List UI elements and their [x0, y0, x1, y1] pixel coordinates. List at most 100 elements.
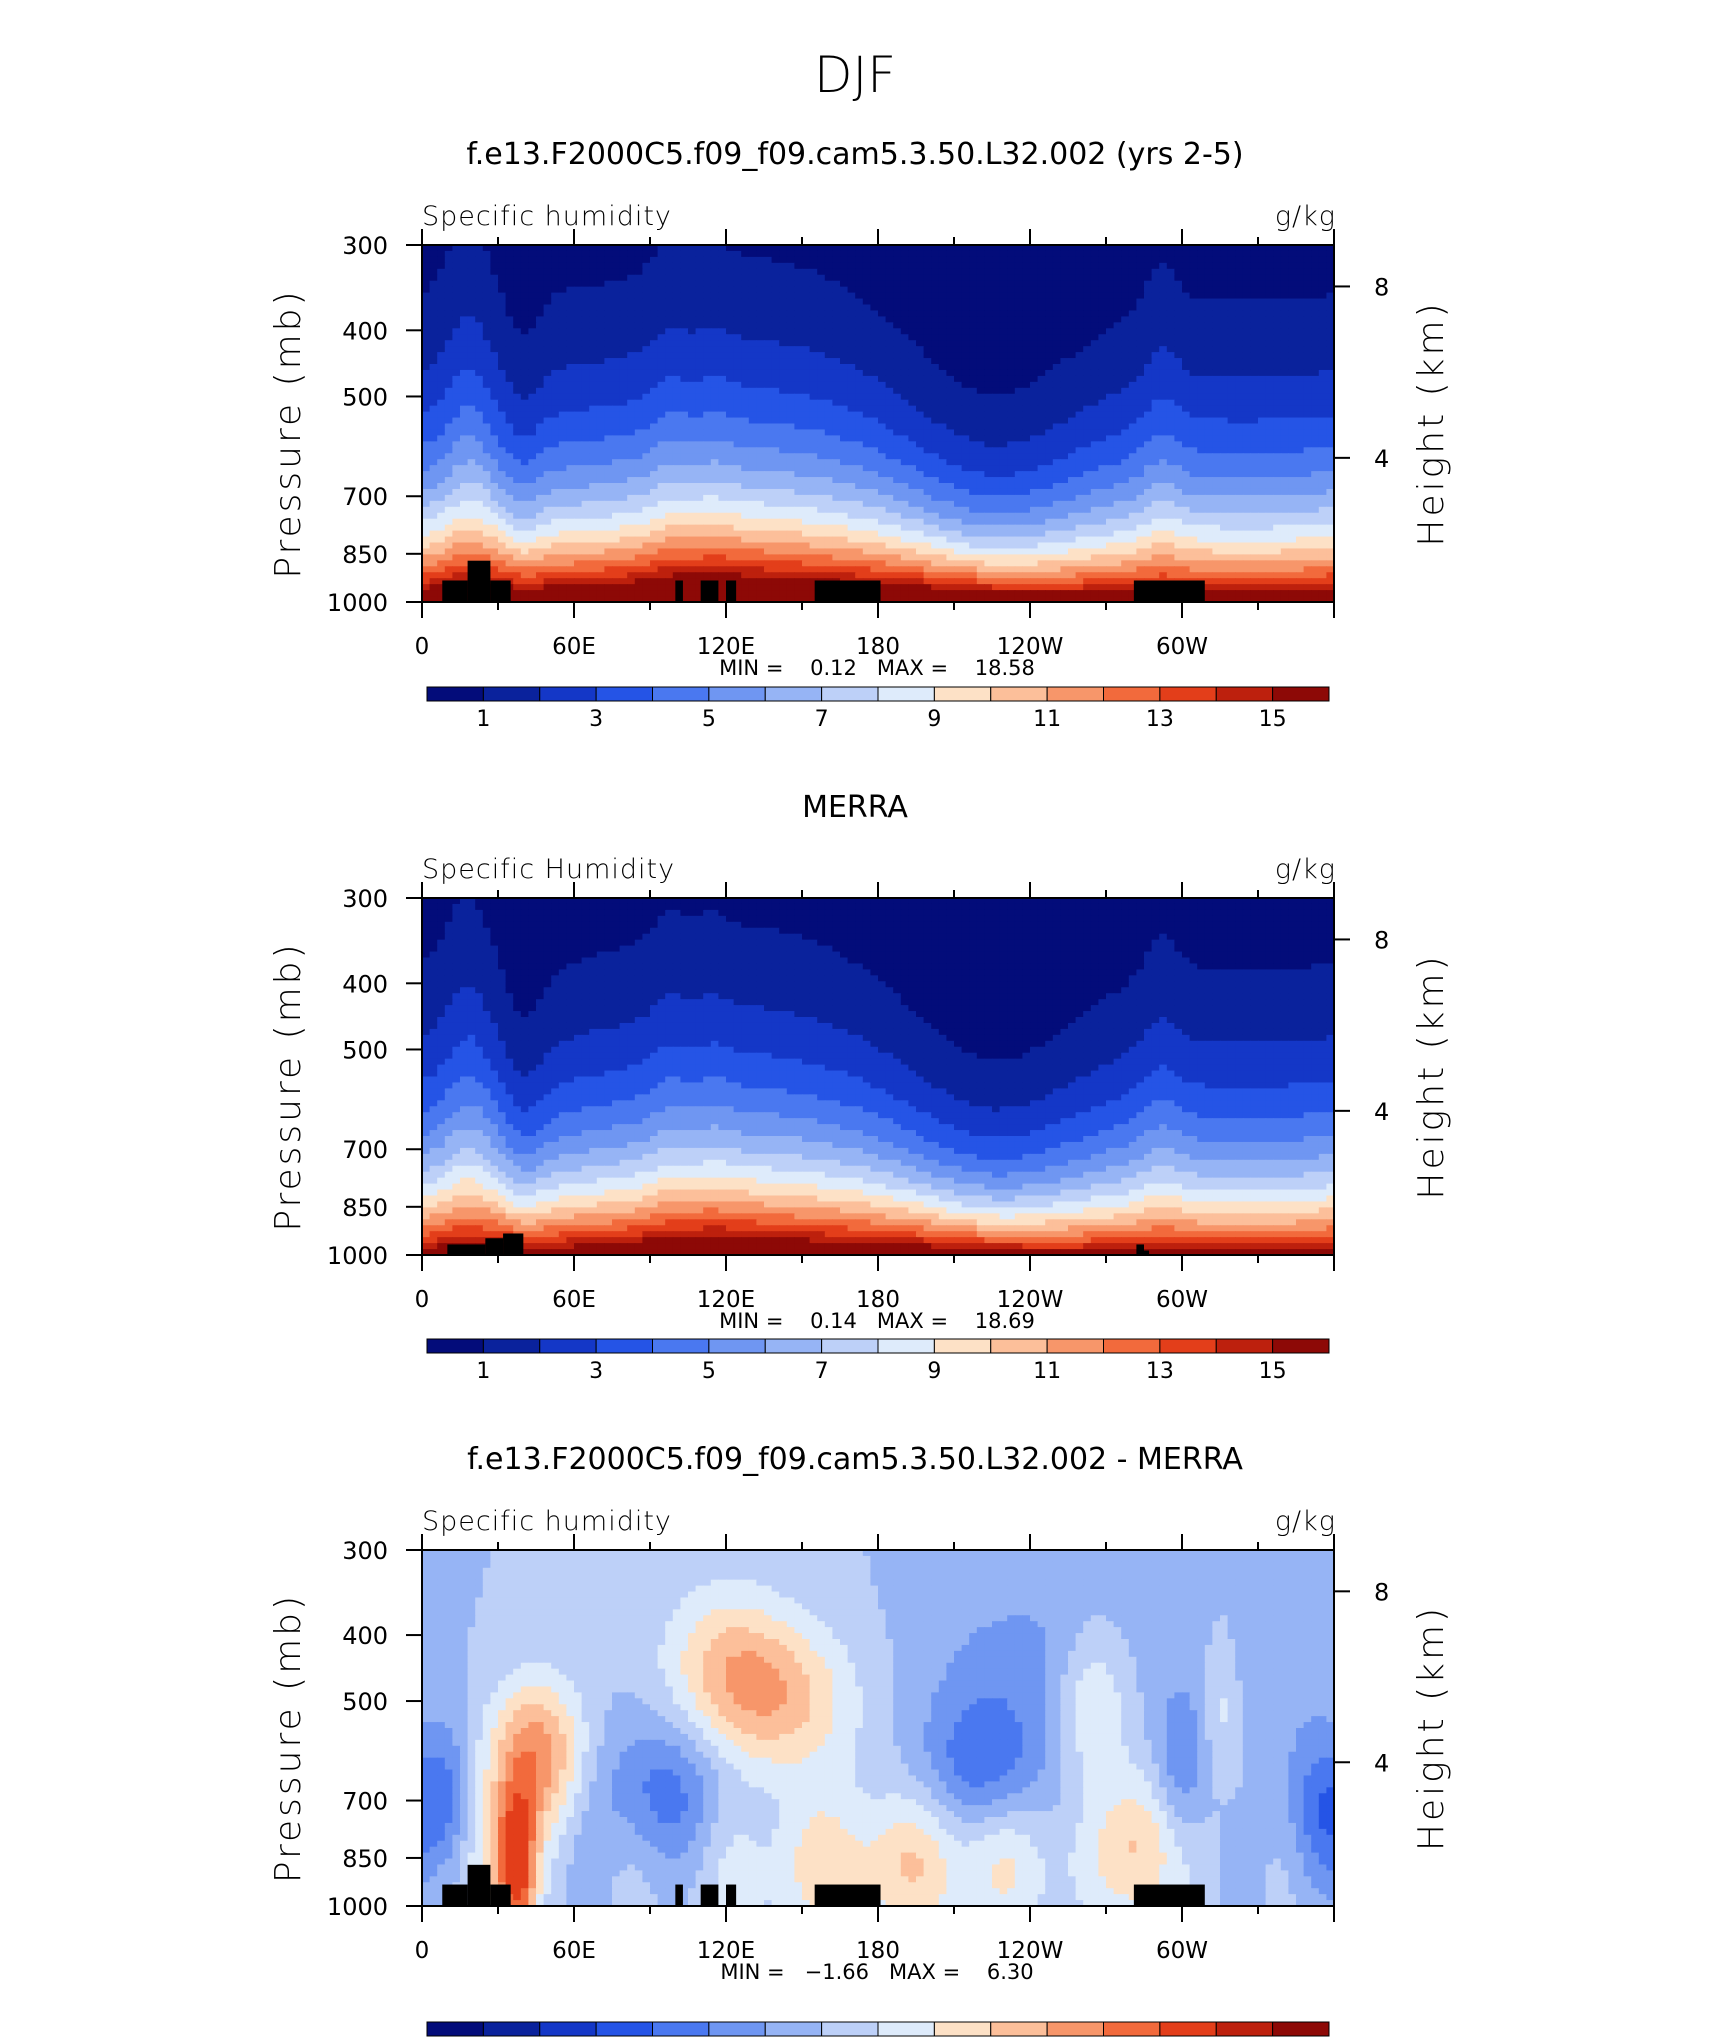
- field-cell: [900, 286, 909, 294]
- field-cell: [1090, 429, 1099, 436]
- field-cell: [460, 298, 469, 306]
- field-cell: [437, 352, 446, 359]
- field-cell: [870, 310, 879, 317]
- field-cell: [1318, 369, 1327, 377]
- field-cell: [900, 423, 909, 431]
- field-cell: [1303, 334, 1312, 341]
- field-cell: [1288, 274, 1297, 282]
- field-cell: [1326, 417, 1335, 425]
- field-cell: [855, 411, 864, 419]
- field-cell: [718, 477, 727, 484]
- field-cell: [1189, 435, 1198, 442]
- field-cell: [444, 375, 453, 383]
- field-cell: [1128, 459, 1137, 466]
- field-cell: [1280, 387, 1289, 395]
- field-cell: [786, 304, 795, 312]
- field-cell: [1189, 453, 1198, 460]
- field-cell: [961, 340, 970, 347]
- field-cell: [1052, 340, 1061, 347]
- field-cell: [460, 280, 469, 288]
- field-cell: [680, 310, 689, 317]
- field-cell: [444, 250, 453, 258]
- field-cell: [984, 375, 993, 383]
- field-cell: [1250, 483, 1259, 490]
- field-cell: [422, 471, 431, 478]
- field-cell: [885, 465, 894, 472]
- field-cell: [1303, 483, 1312, 490]
- field-cell: [984, 399, 993, 407]
- field-cell: [581, 292, 590, 300]
- field-cell: [771, 274, 780, 282]
- field-cell: [1273, 465, 1282, 472]
- field-cell: [931, 304, 940, 312]
- field-cell: [908, 429, 917, 436]
- field-cell: [1128, 310, 1137, 317]
- field-cell: [612, 316, 621, 323]
- field-cell: [1128, 471, 1137, 478]
- field-cell: [452, 298, 461, 306]
- field-cell: [1060, 375, 1069, 383]
- field-cell: [1030, 381, 1039, 389]
- field-cell: [847, 447, 856, 454]
- field-cell: [855, 364, 864, 371]
- field-cell: [916, 304, 925, 312]
- field-cell: [467, 375, 476, 383]
- field-cell: [1250, 245, 1259, 252]
- field-cell: [741, 268, 750, 276]
- field-cell: [878, 387, 887, 395]
- field-cell: [710, 488, 719, 496]
- field-cell: [794, 298, 803, 306]
- field-cell: [634, 435, 643, 442]
- field-cell: [1235, 298, 1244, 306]
- field-cell: [847, 411, 856, 419]
- field-cell: [1052, 453, 1061, 460]
- field-cell: [543, 477, 552, 484]
- field-cell: [1121, 245, 1130, 252]
- field-cell: [1136, 268, 1145, 276]
- field-cell: [832, 274, 841, 282]
- field-cell: [824, 387, 833, 395]
- field-cell: [688, 250, 697, 258]
- field-cell: [498, 346, 507, 353]
- field-cell: [923, 459, 932, 466]
- field-cell: [1242, 358, 1251, 365]
- field-cell: [1212, 352, 1221, 359]
- field-cell: [1235, 477, 1244, 484]
- field-cell: [946, 375, 955, 383]
- field-cell: [710, 346, 719, 353]
- field-cell: [650, 340, 659, 347]
- field-cell: [1022, 399, 1031, 407]
- field-cell: [916, 334, 925, 341]
- field-cell: [1090, 346, 1099, 353]
- field-cell: [733, 304, 742, 312]
- field-cell: [802, 256, 811, 264]
- field-cell: [1318, 483, 1327, 490]
- field-cell: [1151, 477, 1160, 484]
- field-cell: [520, 286, 529, 294]
- field-cell: [634, 405, 643, 413]
- field-cell: [756, 340, 765, 347]
- field-cell: [1265, 262, 1274, 270]
- field-cell: [680, 381, 689, 389]
- field-cell: [779, 405, 788, 413]
- field-cell: [954, 334, 963, 341]
- field-cell: [824, 441, 833, 448]
- field-cell: [1007, 358, 1016, 365]
- field-cell: [513, 411, 522, 419]
- field-cell: [581, 459, 590, 466]
- field-cell: [558, 316, 567, 323]
- field-cell: [1189, 441, 1198, 448]
- field-cell: [908, 399, 917, 407]
- field-cell: [733, 488, 742, 496]
- field-cell: [847, 274, 856, 282]
- field-cell: [596, 387, 605, 395]
- field-cell: [634, 286, 643, 294]
- field-cell: [741, 471, 750, 478]
- field-cell: [490, 429, 499, 436]
- field-cell: [574, 340, 583, 347]
- field-cell: [1227, 429, 1236, 436]
- field-cell: [893, 483, 902, 490]
- field-cell: [558, 423, 567, 431]
- field-cell: [1258, 268, 1267, 276]
- field-cell: [916, 471, 925, 478]
